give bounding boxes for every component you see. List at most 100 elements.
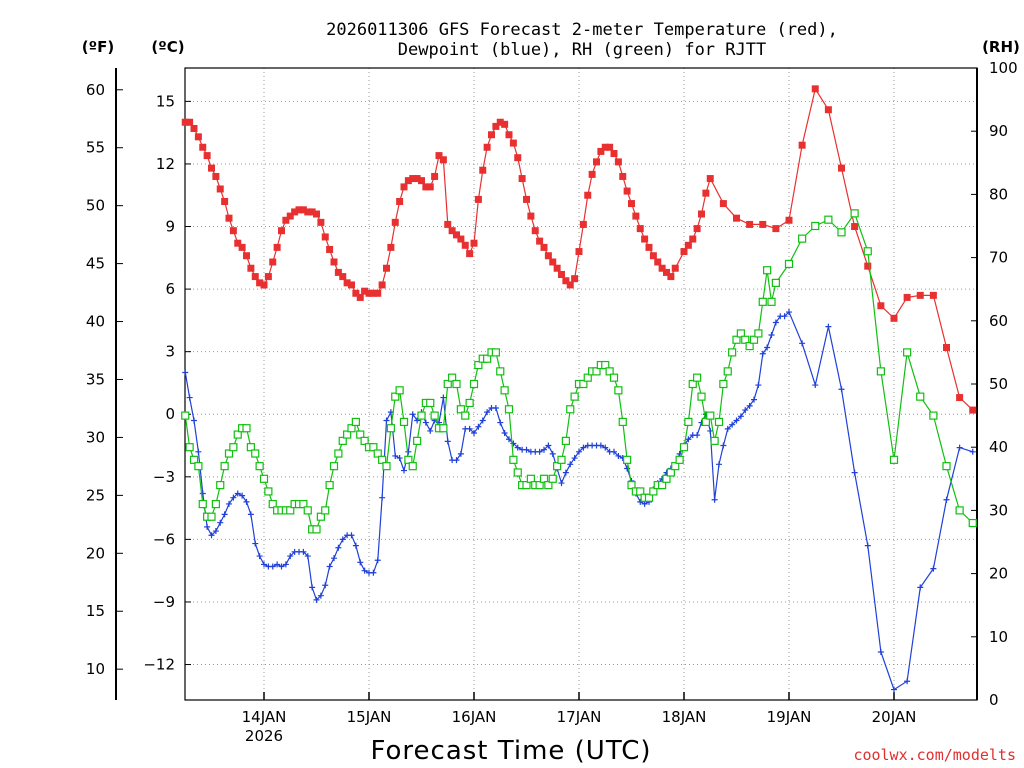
dewpoint-point <box>484 409 491 416</box>
celsius-tick-label: 9 <box>165 218 175 236</box>
relative-humidity-point <box>916 392 925 401</box>
relative-humidity-point <box>798 234 807 243</box>
temperature-point <box>387 243 395 251</box>
relative-humidity-point <box>408 462 417 471</box>
relative-humidity-point <box>399 417 409 427</box>
dewpoint-point <box>221 511 228 518</box>
dewpoint-point <box>772 319 779 326</box>
fahrenheit-tick-label: 30 <box>86 428 105 446</box>
relative-humidity-point <box>526 474 535 483</box>
dewpoint-series <box>182 309 976 693</box>
relative-humidity-point <box>942 462 951 471</box>
relative-humidity-point <box>811 221 820 231</box>
temperature-point <box>229 227 237 235</box>
dewpoint-point <box>335 544 342 551</box>
temperature-point <box>448 227 456 235</box>
rh-unit-label: (RH) <box>982 38 1020 56</box>
temperature-point <box>654 258 662 266</box>
temperature-point <box>877 302 885 310</box>
rh-tick-label: 20 <box>989 565 1008 583</box>
relative-humidity-point <box>763 266 772 275</box>
temperature-point <box>282 216 290 224</box>
temperature-point <box>698 210 705 218</box>
relative-humidity-point <box>343 430 352 439</box>
temperature-point <box>247 264 255 272</box>
temperature-point <box>824 106 832 114</box>
relative-humidity-point <box>675 455 684 464</box>
fahrenheit-tick-label: 50 <box>86 197 105 215</box>
temperature-point <box>562 277 570 285</box>
temperature-point <box>492 122 500 130</box>
relative-humidity-point <box>955 506 964 515</box>
relative-humidity-point <box>758 297 767 306</box>
temperature-point <box>501 120 509 128</box>
dewpoint-point <box>331 555 337 562</box>
dewpoint-point <box>392 452 399 459</box>
temperature-point <box>313 210 320 218</box>
relative-humidity-point <box>754 329 763 338</box>
temperature-point <box>916 291 924 299</box>
relative-humidity-point <box>382 462 391 471</box>
celsius-tick-label: 3 <box>165 343 175 361</box>
relative-humidity-point <box>623 455 632 464</box>
temperature-point <box>317 218 325 226</box>
dewpoint-point <box>720 442 727 449</box>
temperature-point <box>584 191 592 199</box>
rh-tick-label: 100 <box>989 59 1018 77</box>
temperature-point <box>645 243 653 251</box>
dewpoint-point <box>269 563 276 570</box>
dewpoint-point <box>956 444 963 451</box>
dewpoint-point <box>707 427 714 434</box>
x-tick-label: 18JAN <box>662 708 707 726</box>
relative-humidity-point <box>268 499 277 509</box>
temperature-point <box>365 289 373 297</box>
temperature-point <box>409 175 417 183</box>
fahrenheit-tick-label: 10 <box>86 660 105 678</box>
dewpoint-point <box>838 386 845 393</box>
relative-humidity-point <box>316 512 325 521</box>
relative-humidity-point <box>876 367 885 376</box>
dewpoint-point <box>751 396 757 403</box>
relative-humidity-point <box>452 379 461 389</box>
temperature-point <box>658 264 666 272</box>
dewpoint-point <box>716 461 722 468</box>
relative-humidity-point <box>325 481 334 490</box>
dewpoint-point <box>379 494 386 501</box>
data-series <box>181 85 977 693</box>
relative-humidity-point <box>417 411 426 420</box>
relative-humidity-point <box>469 379 479 389</box>
temperature-point <box>811 85 819 93</box>
dewpoint-point <box>471 430 477 437</box>
relative-humidity-point <box>749 335 759 344</box>
temperature-point <box>684 241 692 249</box>
temperature-point <box>413 175 421 183</box>
x-tick-label: 16JAN <box>452 708 497 726</box>
temperature-point <box>610 150 618 158</box>
temperature-point <box>243 252 250 260</box>
dewpoint-point <box>562 469 569 476</box>
temperature-point <box>186 118 194 126</box>
dewpoint-point <box>317 592 324 599</box>
temperature-point <box>304 208 312 216</box>
dewpoint-point <box>694 432 701 439</box>
relative-humidity-point <box>701 417 710 427</box>
dewpoint-point <box>514 444 521 451</box>
temperature-point <box>759 220 767 228</box>
relative-humidity-point <box>391 392 400 401</box>
temperature-point <box>785 216 793 224</box>
relative-humidity-point <box>636 487 645 496</box>
dewpoint-point <box>969 448 976 455</box>
temperature-point <box>956 394 964 402</box>
relative-humidity-point <box>929 411 938 420</box>
dewpoint-point <box>641 500 648 507</box>
relative-humidity-point <box>837 228 846 237</box>
dewpoint-point <box>261 561 267 568</box>
temperature-point <box>190 124 198 132</box>
dewpoint-point <box>326 563 333 570</box>
celsius-tick-label: −6 <box>153 530 175 548</box>
relative-humidity-point <box>504 405 514 414</box>
temperature-point <box>422 183 430 191</box>
relative-humidity-point <box>347 424 356 433</box>
fahrenheit-tick-label: 40 <box>86 313 105 331</box>
temperature-point <box>649 252 657 260</box>
